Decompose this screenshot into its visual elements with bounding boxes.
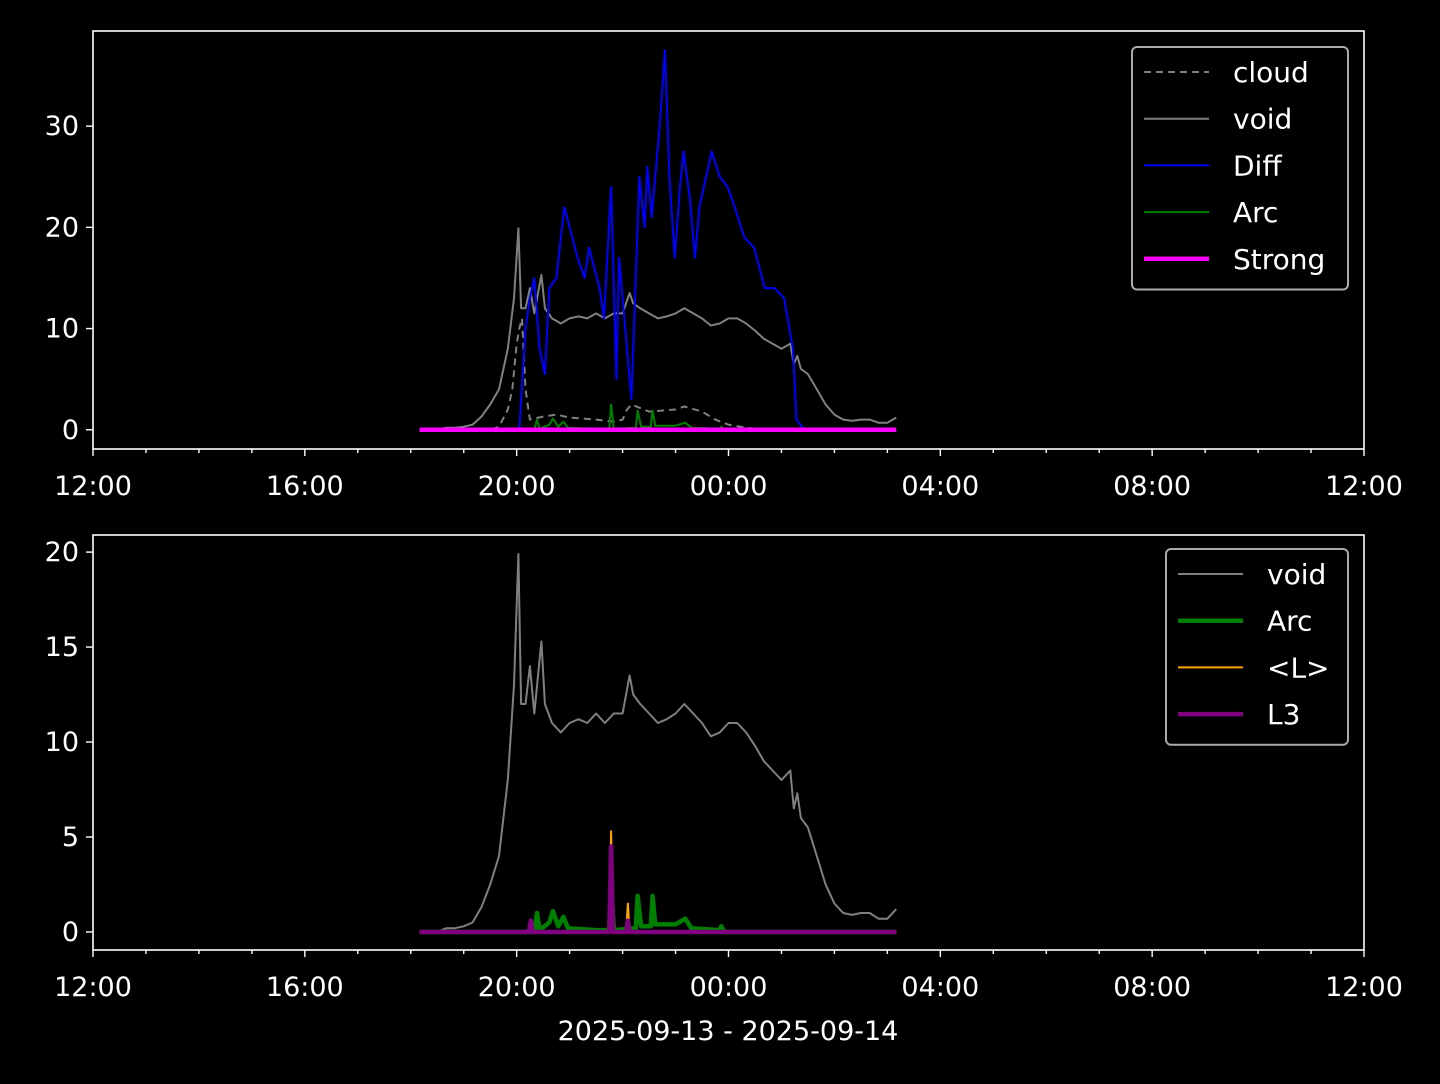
x-axis-label: 2025-09-13 - 2025-09-14: [558, 1016, 899, 1047]
x-tick-label: 16:00: [266, 471, 344, 502]
x-tick-label: 08:00: [1113, 972, 1191, 1003]
legend-label: cloud: [1233, 56, 1309, 89]
series-line-l3: [419, 844, 897, 935]
x-tick-label: 12:00: [1325, 471, 1403, 502]
y-tick-label: 20: [45, 212, 79, 243]
x-tick-label: 12:00: [54, 471, 132, 502]
bottom-panel: 12:00 16:00 20:00 00:00 04:00 08:00 12:00 0 5 10 1…: [45, 534, 1403, 1003]
y-tick-label: 15: [45, 632, 79, 663]
series-line-cloud: [419, 317, 897, 431]
x-tick-label: 00:00: [690, 972, 768, 1003]
legend: void Arc <L> L3: [1165, 548, 1349, 746]
series-line-void: [419, 553, 897, 933]
y-tick-label: 0: [62, 917, 79, 948]
x-tick-label: 04:00: [901, 972, 979, 1003]
series-line-void: [419, 227, 897, 431]
legend-label: Arc: [1233, 196, 1278, 229]
y-tick-label: 10: [45, 727, 79, 758]
x-tick-label: 16:00: [266, 972, 344, 1003]
legend: cloud void Diff Arc Strong: [1131, 46, 1349, 291]
x-tick-label: 12:00: [54, 972, 132, 1003]
y-tick-label: 10: [45, 314, 79, 345]
x-tick-label: 04:00: [901, 471, 979, 502]
legend-label: Strong: [1233, 243, 1325, 276]
x-tick-label: 20:00: [478, 972, 556, 1003]
legend-label: void: [1233, 103, 1292, 136]
legend-box: [1165, 548, 1349, 746]
y-tick-label: 5: [62, 822, 79, 853]
x-tick-label: 12:00: [1325, 972, 1403, 1003]
legend-label: Arc: [1267, 605, 1312, 638]
legend-label: L3: [1267, 698, 1300, 731]
legend-label: void: [1267, 558, 1326, 591]
x-tick-label: 20:00: [478, 471, 556, 502]
x-tick-label: 00:00: [690, 471, 768, 502]
legend-label: Diff: [1233, 149, 1282, 182]
y-tick-label: 0: [62, 415, 79, 446]
y-tick-label: 20: [45, 537, 79, 568]
x-tick-label: 08:00: [1113, 471, 1191, 502]
series-line-diff: [419, 49, 897, 431]
top-panel: 12:00 16:00 20:00 00:00 04:00 08:00 12:00 0 10 20…: [45, 30, 1403, 502]
legend-box: [1131, 46, 1349, 291]
legend-label: <L>: [1267, 651, 1330, 684]
y-tick-label: 30: [45, 111, 79, 142]
